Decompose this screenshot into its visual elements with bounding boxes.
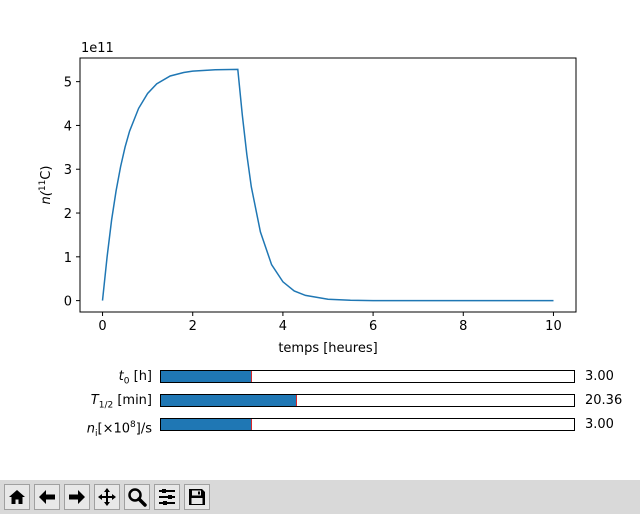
- forward-arrow-icon: [69, 490, 85, 504]
- pan-button[interactable]: [94, 484, 120, 510]
- slider-ni[interactable]: ni[×108]/s 3.00: [0, 417, 640, 439]
- x-axis-label: temps [heures]: [278, 341, 377, 356]
- y-offset-text: 1e11: [81, 41, 114, 56]
- slider-t0-label: t0 [h]: [118, 369, 152, 387]
- slider-ni-handle[interactable]: [251, 419, 253, 430]
- slider-half-life-value: 20.36: [585, 393, 623, 408]
- slider-half-life-label: T1/2 [min]: [90, 393, 152, 411]
- forward-button[interactable]: [64, 484, 90, 510]
- navigation-toolbar: [0, 480, 640, 514]
- pan-move-icon: [98, 488, 116, 506]
- y-tick-label: 3: [64, 163, 72, 178]
- y-axis-ticks: 0 1 2 3 4 5: [64, 76, 80, 310]
- plot-figure: 0 2 4 6 8 10 0 1 2 3 4 5 1e11 temps [heures] n(11C…: [38, 41, 577, 356]
- x-tick-label: 10: [545, 319, 562, 334]
- x-tick-label: 4: [279, 319, 287, 334]
- slider-ni-track[interactable]: [160, 418, 575, 431]
- zoom-magnifier-icon: [128, 488, 147, 507]
- back-button[interactable]: [34, 484, 60, 510]
- save-icon: [189, 489, 205, 505]
- y-tick-label: 5: [64, 76, 72, 91]
- x-tick-label: 0: [98, 319, 106, 334]
- zoom-button[interactable]: [124, 484, 150, 510]
- home-button[interactable]: [4, 484, 30, 510]
- y-tick-label: 4: [64, 119, 72, 134]
- y-tick-label: 0: [64, 295, 72, 310]
- save-button[interactable]: [184, 484, 210, 510]
- configure-subplots-icon: [159, 489, 175, 505]
- configure-subplots-button[interactable]: [154, 484, 180, 510]
- home-icon: [9, 490, 25, 504]
- slider-half-life-fill: [161, 395, 297, 406]
- slider-half-life-handle[interactable]: [296, 395, 298, 406]
- back-arrow-icon: [39, 490, 55, 504]
- plot-axes-frame: [79, 57, 577, 313]
- y-axis-label: n(11C): [38, 166, 54, 205]
- x-tick-label: 8: [459, 319, 467, 334]
- x-tick-label: 6: [369, 319, 377, 334]
- slider-t0-value: 3.00: [585, 369, 614, 384]
- y-tick-label: 1: [64, 251, 72, 266]
- slider-ni-label: ni[×108]/s: [86, 420, 152, 439]
- decay-curve-line: [101, 68, 554, 302]
- slider-ni-fill: [161, 419, 252, 430]
- x-tick-label: 2: [189, 319, 197, 334]
- slider-half-life[interactable]: T1/2 [min] 20.36: [0, 393, 640, 411]
- slider-t0-track[interactable]: [160, 370, 575, 383]
- y-tick-label: 2: [64, 207, 72, 222]
- slider-ni-value: 3.00: [585, 417, 614, 432]
- x-axis-ticks: 0 2 4 6 8 10: [98, 312, 562, 334]
- slider-t0[interactable]: t0 [h] 3.00: [0, 369, 640, 387]
- slider-t0-handle[interactable]: [251, 371, 253, 382]
- slider-half-life-track[interactable]: [160, 394, 575, 407]
- slider-t0-fill: [161, 371, 252, 382]
